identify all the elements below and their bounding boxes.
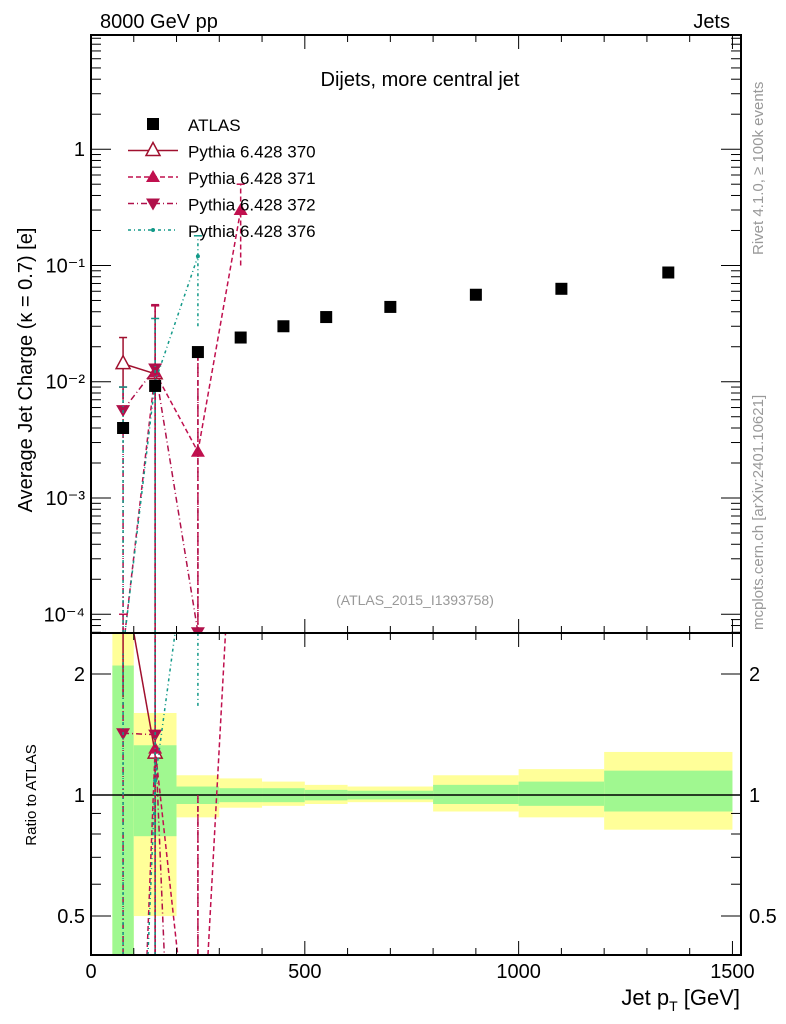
atlas-point xyxy=(555,282,568,295)
legend-marker xyxy=(146,198,160,211)
ratio-band-stat xyxy=(518,781,605,806)
series-line-2 xyxy=(154,368,199,633)
series-line-3 xyxy=(124,381,156,633)
data-point xyxy=(148,363,163,376)
x-tick-label: 1500 xyxy=(710,961,755,983)
series-line-1 xyxy=(154,372,199,453)
data-point xyxy=(114,354,132,370)
legend-marker xyxy=(144,140,162,157)
legend-label: Pythia 6.428 372 xyxy=(188,196,316,215)
x-tick-label: 1000 xyxy=(496,961,541,983)
x-tick-label: 500 xyxy=(288,961,321,983)
chart-title: Dijets, more central jet xyxy=(321,69,520,91)
ratio-line-1 xyxy=(146,748,156,955)
header-left: 8000 GeV pp xyxy=(100,11,218,33)
legend: ATLAS Pythia 6.428 370 Pythia 6.428 371 Pyt… xyxy=(128,116,316,241)
data-point xyxy=(233,202,248,215)
atlas-point xyxy=(277,320,290,333)
y-tick-label: 10⁻¹ xyxy=(46,255,86,277)
series-line-2 xyxy=(122,368,156,411)
y-tick-label: 1 xyxy=(74,139,85,161)
atlas-point xyxy=(320,311,333,324)
legend-marker xyxy=(146,170,160,182)
y-tick-label: 10⁻² xyxy=(46,372,86,394)
legend-label: Pythia 6.428 376 xyxy=(188,222,316,241)
legend-marker xyxy=(147,118,159,130)
y-tick-label: 10⁻³ xyxy=(46,488,86,510)
atlas-point xyxy=(469,288,482,301)
ratio-tick-label-right: 0.5 xyxy=(749,906,777,928)
data-point xyxy=(195,254,200,259)
ratio-point xyxy=(148,729,163,742)
ratio-tick-label-right: 2 xyxy=(749,664,760,686)
atlas-point xyxy=(384,300,397,313)
atlas-point xyxy=(234,331,247,344)
x-axis-label: Jet pT [GeV] xyxy=(621,985,740,1014)
ratio-band-stat xyxy=(604,770,733,812)
legend-marker xyxy=(151,228,155,232)
ratio-line-2 xyxy=(123,732,156,736)
ratio-tick-label: 2 xyxy=(74,664,85,686)
legend-label: ATLAS xyxy=(188,116,241,135)
mcplots-label: mcplots.cern.ch [arXiv:2401.10621] xyxy=(750,395,767,630)
atlas-point xyxy=(191,346,204,359)
rivet-label: Rivet 4.1.0, ≥ 100k events xyxy=(750,82,767,255)
series-line-3 xyxy=(154,256,199,382)
header-right: Jets xyxy=(693,11,730,33)
ratio-line-2 xyxy=(154,734,166,955)
atlas-point xyxy=(149,379,162,392)
analysis-tag: (ATLAS_2015_I1393758) xyxy=(336,592,494,608)
atlas-point xyxy=(117,422,130,435)
ratio-frame xyxy=(90,632,742,956)
ratio-point xyxy=(153,778,158,783)
data-point xyxy=(190,627,205,633)
ratio-tick-label: 1 xyxy=(74,785,85,807)
series-line-1 xyxy=(197,209,242,452)
ratio-y-axis-label: Ratio to ATLAS xyxy=(23,744,40,845)
y-axis-label: Average Jet Charge (κ = 0.7) [e] xyxy=(15,228,37,513)
legend-label: Pythia 6.428 371 xyxy=(188,169,316,188)
ratio-tick-label-right: 1 xyxy=(749,785,760,807)
ratio-line-1 xyxy=(207,633,227,955)
x-tick-label: 0 xyxy=(85,961,96,983)
legend-label: Pythia 6.428 370 xyxy=(188,143,316,162)
ratio-line-1 xyxy=(154,748,179,955)
ratio-tick-label: 0.5 xyxy=(57,906,85,928)
y-tick-label: 10⁻⁴ xyxy=(44,604,85,626)
atlas-point xyxy=(662,266,675,279)
